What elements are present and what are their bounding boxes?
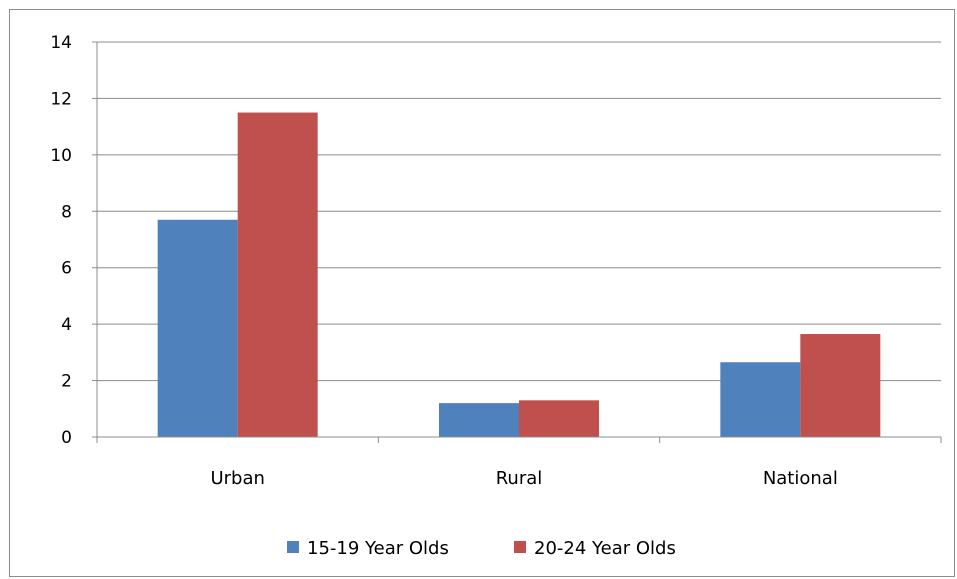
y-tick-label-6: 6 (61, 259, 72, 279)
y-tick-label-8: 8 (61, 202, 72, 222)
legend-label-series-1: 15-19 Year Olds (307, 538, 449, 559)
y-tick-label-14: 14 (50, 33, 72, 53)
x-category-label-rural: Rural (496, 468, 543, 489)
x-category-label-urban: Urban (210, 468, 264, 489)
legend-swatch-series-1 (287, 541, 299, 553)
axes (92, 41, 942, 443)
legend-swatch-series-2 (514, 541, 526, 553)
bar-rural-series-2 (519, 400, 599, 437)
y-tick-label-0: 0 (61, 428, 72, 448)
y-tick-label-2: 2 (61, 372, 72, 392)
bar-urban-series-2 (237, 112, 318, 438)
legend: 15-19 Year Olds 20-24 Year Olds (287, 538, 676, 559)
bar-national-series-1 (720, 362, 801, 437)
bars (157, 112, 881, 438)
y-tick-label-4: 4 (61, 315, 72, 335)
y-tick-labels: 0 2 4 6 8 10 12 14 (50, 33, 72, 448)
legend-label-series-2: 20-24 Year Olds (534, 538, 676, 559)
bar-national-series-2 (800, 334, 881, 437)
x-category-labels: Urban Rural National (210, 468, 837, 489)
bar-rural-series-1 (439, 403, 519, 437)
x-category-label-national: National (763, 468, 838, 489)
y-tick-label-12: 12 (50, 89, 72, 109)
bar-urban-series-1 (157, 219, 238, 437)
y-tick-label-10: 10 (50, 146, 72, 166)
